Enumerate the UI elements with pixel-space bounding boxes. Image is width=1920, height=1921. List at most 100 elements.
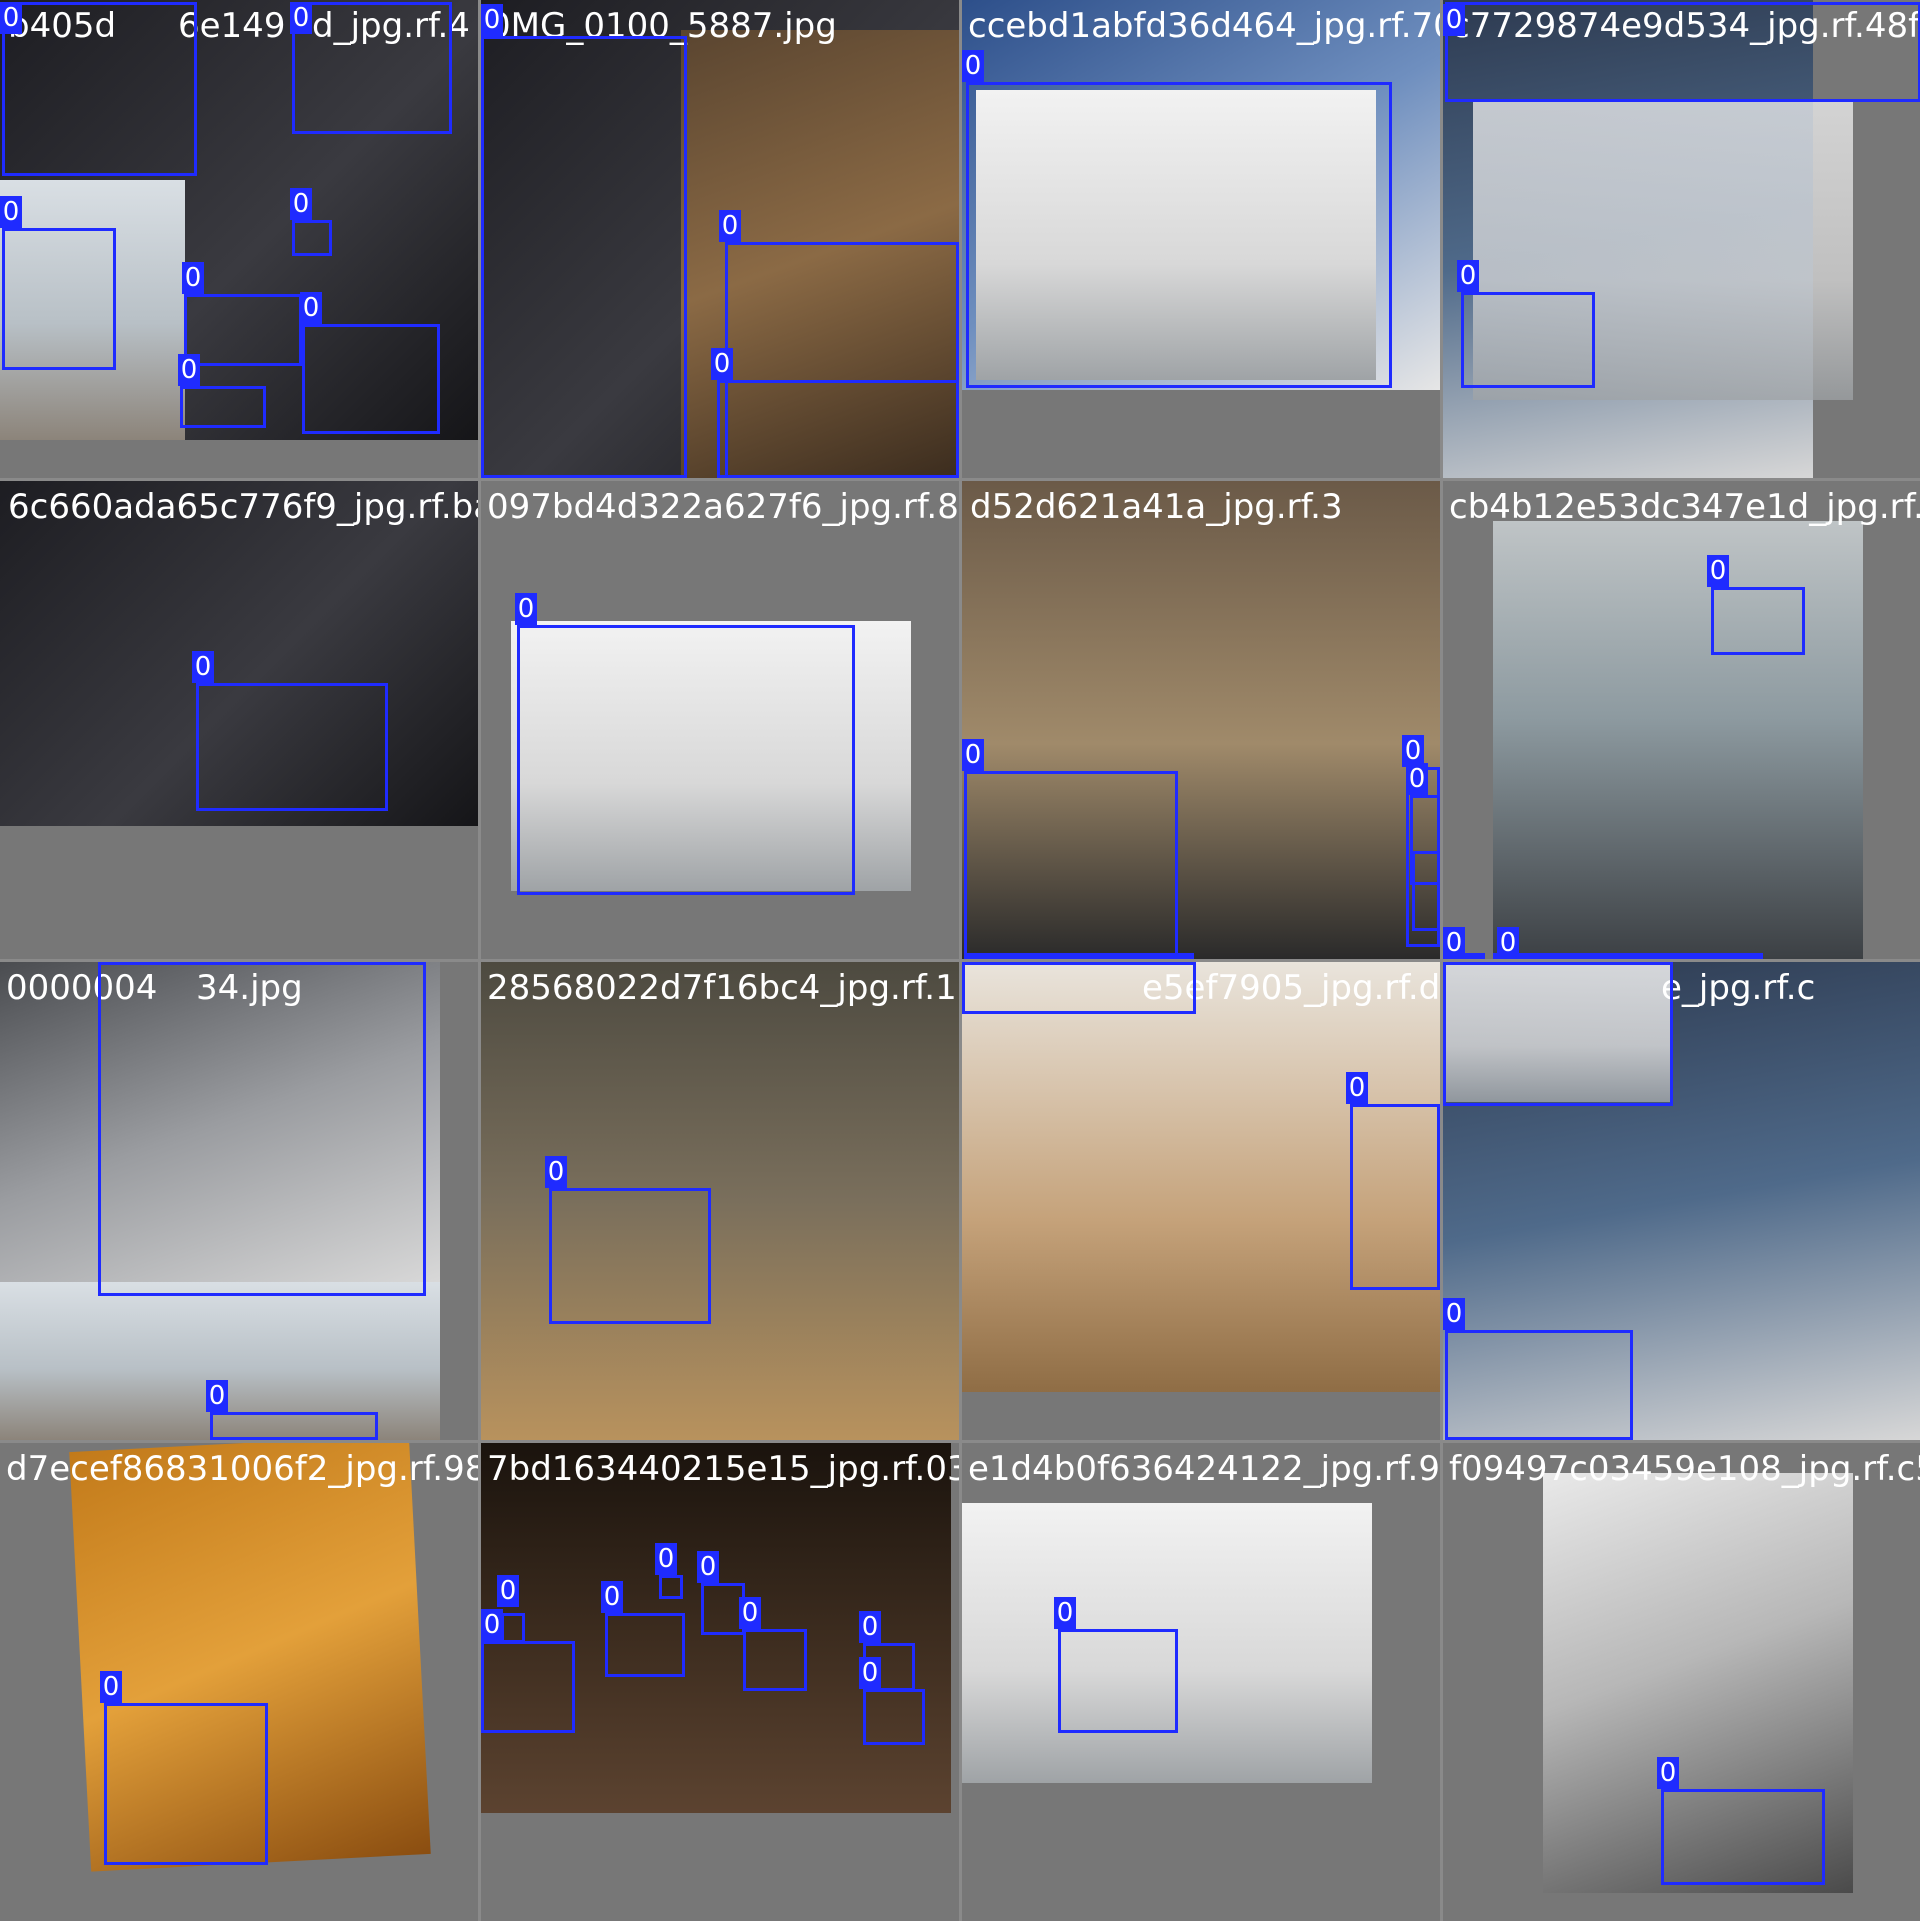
mosaic-tile: 097bd4d322a627f6_jpg.rf.80 0 xyxy=(481,481,959,959)
tile-filename: cb4b12e53dc347e1d_jpg.rf.1 xyxy=(1449,487,1920,527)
bounding-box xyxy=(1461,292,1595,388)
class-label: 0 xyxy=(719,210,741,242)
class-label: 0 xyxy=(1457,260,1479,292)
bounding-box xyxy=(180,386,266,428)
bounding-box xyxy=(962,962,1196,1014)
mosaic-tile: cb4b12e53dc347e1d_jpg.rf.1 0 0 0 xyxy=(1443,481,1920,959)
tile-photo xyxy=(0,962,440,1282)
tile-photo xyxy=(0,481,478,826)
mosaic-tile: d7ecef86831006f2_jpg.rf.98 0 xyxy=(0,1443,478,1921)
class-label: 0 xyxy=(601,1581,623,1613)
mosaic-tile: 28568022d7f16bc4_jpg.rf.12 0 xyxy=(481,962,959,1440)
bounding-box xyxy=(292,2,452,134)
mosaic-tile: b405d 6e149 d_jpg.rf.4 0 0 0 0 0 0 0 xyxy=(0,0,478,478)
bounding-box xyxy=(1661,1789,1825,1885)
tile-filename: c7729874e9d534_jpg.rf.48f xyxy=(1451,6,1920,46)
class-label: 0 xyxy=(100,1671,122,1703)
bounding-box xyxy=(743,1629,807,1691)
class-label: 0 xyxy=(1443,4,1465,36)
bounding-box xyxy=(964,771,1178,959)
mosaic-tile: c7729874e9d534_jpg.rf.48f 0 0 xyxy=(1443,0,1920,478)
mosaic-tile: e_jpg.rf.c 0 xyxy=(1443,962,1920,1440)
tile-filename: e1d4b0f636424122_jpg.rf.95 xyxy=(968,1449,1440,1489)
class-label: 0 xyxy=(1657,1757,1679,1789)
mosaic-tile: ccebd1abfd36d464_jpg.rf.70 0 xyxy=(962,0,1440,478)
bounding-box xyxy=(1445,2,1920,102)
mosaic-tile: 7bd163440215e15_jpg.rf.03 0 0 0 0 0 0 0 … xyxy=(481,1443,959,1921)
bounding-box xyxy=(481,1641,575,1733)
class-label: 0 xyxy=(290,2,312,34)
tile-filename: f09497c03459e108_jpg.rf.c5 xyxy=(1449,1449,1920,1489)
class-label: 0 xyxy=(711,348,733,380)
tile-photo xyxy=(1543,1473,1853,1893)
tile-filename: 34.jpg xyxy=(196,968,303,1008)
bounding-box xyxy=(481,36,687,478)
tile-filename: d52d621a41a_jpg.rf.3 xyxy=(970,487,1343,527)
class-label: 0 xyxy=(1406,763,1428,795)
class-label: 0 xyxy=(300,292,322,324)
bounding-box xyxy=(1412,851,1440,931)
class-label: 0 xyxy=(182,262,204,294)
tile-filename: b405d xyxy=(8,6,117,46)
class-label: 0 xyxy=(859,1611,881,1643)
tile-photo xyxy=(1493,521,1863,959)
tile-photo-inset xyxy=(0,180,185,440)
bounding-box xyxy=(104,1703,268,1865)
mosaic-tile: d52d621a41a_jpg.rf.3 0 0 0 xyxy=(962,481,1440,959)
class-label: 0 xyxy=(0,196,22,228)
class-label: 0 xyxy=(739,1597,761,1629)
class-label: 0 xyxy=(178,354,200,386)
tile-filename: 6c660ada65c776f9_jpg.rf.ba xyxy=(8,487,478,527)
bounding-box xyxy=(196,683,388,811)
bounding-box xyxy=(605,1613,685,1677)
class-label: 0 xyxy=(206,1380,228,1412)
bounding-box xyxy=(2,228,116,370)
class-label: 0 xyxy=(497,1575,519,1607)
mosaic-tile: e5ef7905_jpg.rf.d1 0 xyxy=(962,962,1440,1440)
tile-photo xyxy=(962,962,1440,1392)
tile-filename: 28568022d7f16bc4_jpg.rf.12 xyxy=(487,968,959,1008)
tile-photo xyxy=(962,481,1440,959)
bounding-box xyxy=(184,294,302,366)
tile-filename: 097bd4d322a627f6_jpg.rf.80 xyxy=(487,487,959,527)
class-label: 0 xyxy=(1346,1072,1368,1104)
class-label: 0 xyxy=(1402,735,1424,767)
bounding-box xyxy=(717,380,959,478)
class-label: 0 xyxy=(697,1551,719,1583)
bounding-box xyxy=(1350,1104,1440,1290)
class-label: 0 xyxy=(1443,927,1465,959)
tile-photo-inset xyxy=(1473,100,1853,400)
bounding-box xyxy=(302,324,440,434)
class-label: 0 xyxy=(290,188,312,220)
bounding-box xyxy=(1445,1330,1633,1440)
bounding-box xyxy=(1058,1629,1178,1733)
tile-photo-inset xyxy=(1443,962,1673,1102)
bounding-box xyxy=(517,625,855,895)
bounding-box xyxy=(292,220,332,256)
class-label: 0 xyxy=(192,651,214,683)
class-label: 0 xyxy=(481,4,503,36)
tile-photo xyxy=(511,621,911,891)
tile-filename: d7ecef86831006f2_jpg.rf.98 xyxy=(6,1449,478,1489)
bounding-box xyxy=(1410,795,1440,885)
tile-photo xyxy=(481,962,959,1440)
tile-filename: e_jpg.rf.c xyxy=(1661,968,1816,1008)
class-label: 0 xyxy=(545,1156,567,1188)
bounding-box xyxy=(964,953,1194,959)
bounding-box xyxy=(1711,587,1805,655)
bounding-box xyxy=(210,1412,378,1440)
bounding-box xyxy=(659,1575,683,1599)
class-label: 0 xyxy=(515,593,537,625)
bounding-box xyxy=(501,1613,525,1643)
bounding-box xyxy=(98,962,426,1296)
bounding-box xyxy=(863,1689,925,1745)
bounding-box xyxy=(2,2,197,176)
class-label: 0 xyxy=(481,1609,503,1641)
class-label: 0 xyxy=(962,50,984,82)
class-label: 0 xyxy=(859,1657,881,1689)
bounding-box xyxy=(549,1188,711,1324)
class-label: 0 xyxy=(1054,1597,1076,1629)
mosaic-tile: 6c660ada65c776f9_jpg.rf.ba 0 xyxy=(0,481,478,959)
mosaic-tile: f09497c03459e108_jpg.rf.c5 0 xyxy=(1443,1443,1920,1921)
bounding-box xyxy=(1443,962,1673,1106)
